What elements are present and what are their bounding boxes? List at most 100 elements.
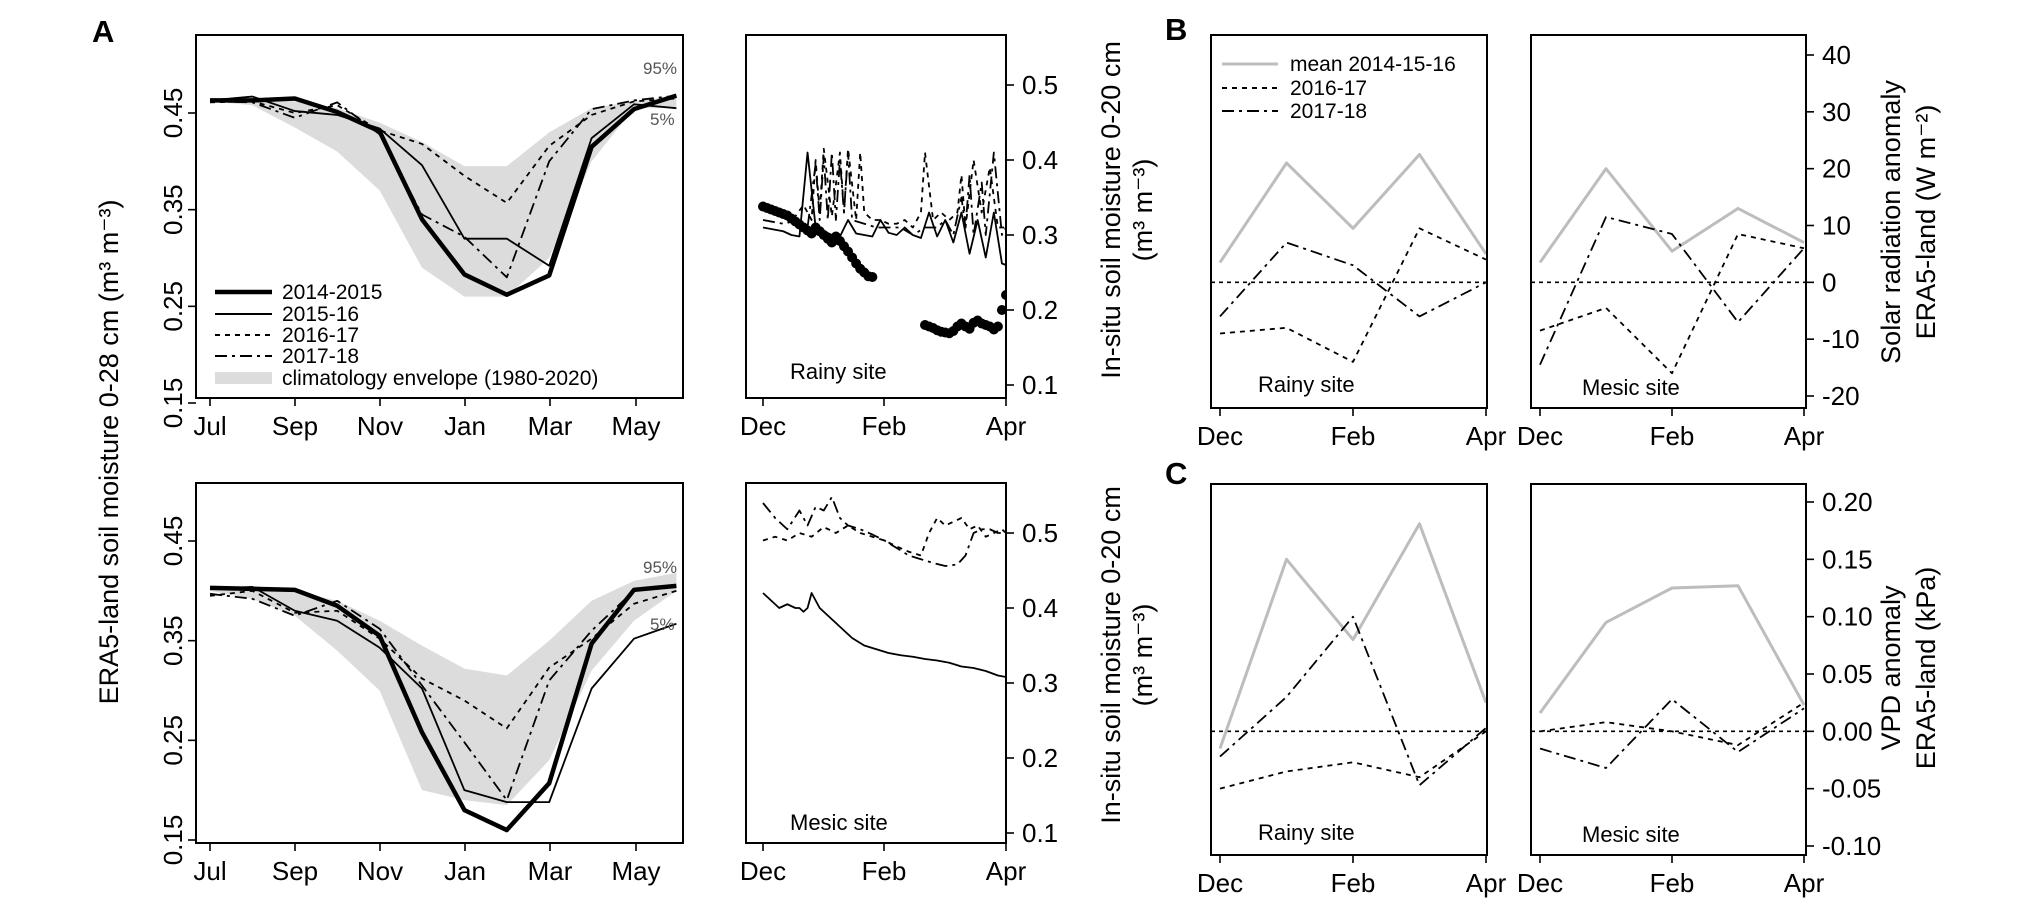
data-point-a_rainy_insitu-2014-2015	[996, 305, 1006, 315]
plot-frame-b_mesic	[1530, 34, 1807, 409]
x-tick-label-a_mesic_era5: Mar	[528, 856, 573, 886]
x-tick-label-c_mesic: Apr	[1784, 868, 1825, 898]
series-line-a_mesic_era5-2015-16	[209, 585, 677, 804]
series-line-b_rainy-2016-17	[1219, 227, 1487, 363]
data-point-a_rainy_insitu-2014-2015	[992, 321, 1003, 332]
y-tick-label-c_mesic: 0.15	[1822, 544, 1873, 574]
vpd-ylabel-line2: ERA5-land (kPa)	[1911, 567, 1941, 770]
legend-b-label-2017: 2017-18	[1290, 100, 1367, 123]
series-line-c_rainy-2017-18	[1219, 615, 1487, 787]
y-tick-label-c_mesic: 0.00	[1822, 716, 1873, 746]
data-point-a_rainy_insitu-2014-2015	[1001, 290, 1006, 300]
y-tick-label-a_mesic_era5: 0.45	[158, 516, 188, 567]
series-group-a_rainy_era5	[209, 93, 678, 297]
y-tick-label-a_mesic_insitu: 0.1	[1022, 818, 1058, 848]
x-tick-label-c_mesic: Dec	[1517, 868, 1563, 898]
plot-frame-a_rainy_era5	[195, 34, 684, 399]
site-label-c-rainy: Rainy site	[1258, 820, 1355, 845]
y-tick-label-b_mesic: 20	[1822, 154, 1851, 184]
y-tick-label-c_mesic: 0.20	[1822, 487, 1873, 517]
y-tick-label-a_mesic_insitu: 0.3	[1022, 668, 1058, 698]
plot-frame-c_rainy	[1210, 483, 1488, 856]
series-line-a_mesic_insitu-2016-17	[762, 517, 1006, 557]
series-group-b_rainy	[1218, 152, 1487, 363]
plot-frame-c_mesic	[1530, 483, 1807, 856]
series-line-a_mesic_insitu-2017-18	[762, 496, 1006, 567]
y-tick-label-a_rainy_insitu: 0.3	[1022, 220, 1058, 250]
series-line-c_mesic-2016-17	[1539, 701, 1805, 746]
series-line-c_rainy-2016-17	[1219, 730, 1487, 790]
series-line-a_rainy_era5-2015-16	[209, 95, 677, 267]
plot-frame-b_rainy	[1210, 34, 1488, 409]
y-tick-label-a_mesic_insitu: 0.4	[1022, 593, 1058, 623]
panel-letter-a: A	[92, 14, 114, 49]
site-label-b-mesic: Mesic site	[1582, 375, 1680, 400]
legend-a-label-2017: 2017-18	[282, 345, 359, 368]
x-tick-label-a_mesic_insitu: Feb	[862, 856, 907, 886]
x-tick-label-a_mesic_era5: May	[611, 856, 660, 886]
x-tick-label-a_rainy_insitu: Feb	[862, 411, 907, 441]
series-line-b_rainy-2017-18	[1219, 241, 1487, 318]
x-tick-label-a_rainy_era5: May	[611, 411, 660, 441]
era5-soil-moisture-ylabel: ERA5-land soil moisture 0-28 cm (m³ m⁻³)	[94, 200, 124, 705]
data-point-a_rainy_insitu-2014-2015	[867, 272, 878, 282]
panel-letter-c: C	[1165, 456, 1187, 491]
series-group-c_mesic	[1538, 584, 1806, 769]
x-tick-label-a_mesic_insitu: Apr	[986, 856, 1027, 886]
x-tick-label-b_mesic: Dec	[1517, 421, 1563, 451]
series-line-a_mesic_era5-2016-17	[209, 589, 677, 730]
site-label-a-mesic: Mesic site	[790, 810, 888, 835]
frames-layer: Jul Sep Nov Jan Mar May 0.15 0.25 0.35 0.45 Dec Feb…	[158, 34, 1881, 898]
series-line-c_mesic-2017-18	[1539, 698, 1805, 769]
p5-label-top: 5%	[650, 110, 675, 129]
p5-label-bottom: 5%	[650, 615, 675, 634]
insitu-top-ylabel-line2: (m³ m⁻³)	[1128, 159, 1158, 262]
series-line-a_mesic_insitu-2015-16	[762, 592, 1006, 678]
series-group-a_mesic_insitu	[762, 496, 1006, 678]
series-line-a_rainy_insitu-2015-16	[762, 151, 1006, 266]
site-label-a-rainy: Rainy site	[790, 359, 887, 384]
insitu-bottom-ylabel-line1: In-situ soil moisture 0-20 cm	[1096, 486, 1126, 824]
y-tick-label-c_mesic: -0.10	[1822, 831, 1881, 861]
site-label-b-rainy: Rainy site	[1258, 372, 1355, 397]
y-tick-label-c_mesic: -0.05	[1822, 774, 1881, 804]
x-tick-label-a_rainy_era5: Sep	[272, 411, 318, 441]
y-tick-label-a_mesic_insitu: 0.2	[1022, 743, 1058, 773]
series-line-b_mesic-mean 2014-15-16	[1538, 167, 1805, 264]
series-line-a_mesic_era5-2017-18	[209, 584, 677, 802]
y-tick-label-a_rainy_insitu: 0.2	[1022, 295, 1058, 325]
legend-b-label-mean: mean 2014-15-16	[1290, 53, 1456, 76]
insitu-top-ylabel-line1: In-situ soil moisture 0-20 cm	[1096, 41, 1126, 379]
y-tick-label-c_mesic: 0.10	[1822, 602, 1873, 632]
y-tick-label-b_mesic: -20	[1822, 381, 1860, 411]
insitu-bottom-ylabel-line2: (m³ m⁻³)	[1128, 604, 1158, 707]
y-tick-label-b_mesic: 40	[1822, 40, 1851, 70]
series-group-b_mesic	[1538, 167, 1805, 375]
x-tick-label-c_rainy: Feb	[1331, 868, 1376, 898]
y-tick-label-b_mesic: 0	[1822, 267, 1836, 297]
x-tick-label-a_mesic_era5: Jul	[193, 856, 226, 886]
series-line-b_mesic-2016-17	[1539, 233, 1805, 375]
x-tick-label-a_rainy_insitu: Dec	[740, 411, 786, 441]
series-line-a_rainy_era5-2014-2015	[210, 93, 678, 297]
envelope-layer	[210, 95, 677, 806]
y-tick-label-c_mesic: 0.05	[1822, 659, 1873, 689]
x-tick-label-b_mesic: Apr	[1784, 421, 1825, 451]
solar-ylabel-line1: Solar radiation anomaly	[1876, 80, 1906, 364]
y-tick-label-a_rainy_insitu: 0.5	[1022, 70, 1058, 100]
x-tick-label-a_rainy_era5: Nov	[357, 411, 403, 441]
y-tick-label-a_rainy_era5: 0.35	[158, 184, 188, 235]
series-line-a_rainy_insitu-2017-18	[762, 151, 1006, 236]
climatology-envelope-a_rainy_era5	[210, 95, 677, 297]
solar-ylabel-line2: ERA5-land (W m⁻²)	[1911, 105, 1941, 340]
series-group-a_rainy_insitu	[758, 147, 1006, 339]
y-tick-label-a_rainy_era5: 0.15	[158, 378, 188, 429]
climatology-envelope-a_mesic_era5	[210, 572, 677, 806]
legend-a-label-2014: 2014-2015	[282, 281, 382, 304]
series-line-c_rainy-mean 2014-15-16	[1218, 522, 1487, 750]
y-tick-label-a_mesic_insitu: 0.5	[1022, 518, 1058, 548]
series-line-a_rainy_era5-2017-18	[209, 94, 677, 279]
legend-b-label-2016: 2016-17	[1290, 77, 1367, 100]
y-tick-label-a_rainy_insitu: 0.1	[1022, 370, 1058, 400]
